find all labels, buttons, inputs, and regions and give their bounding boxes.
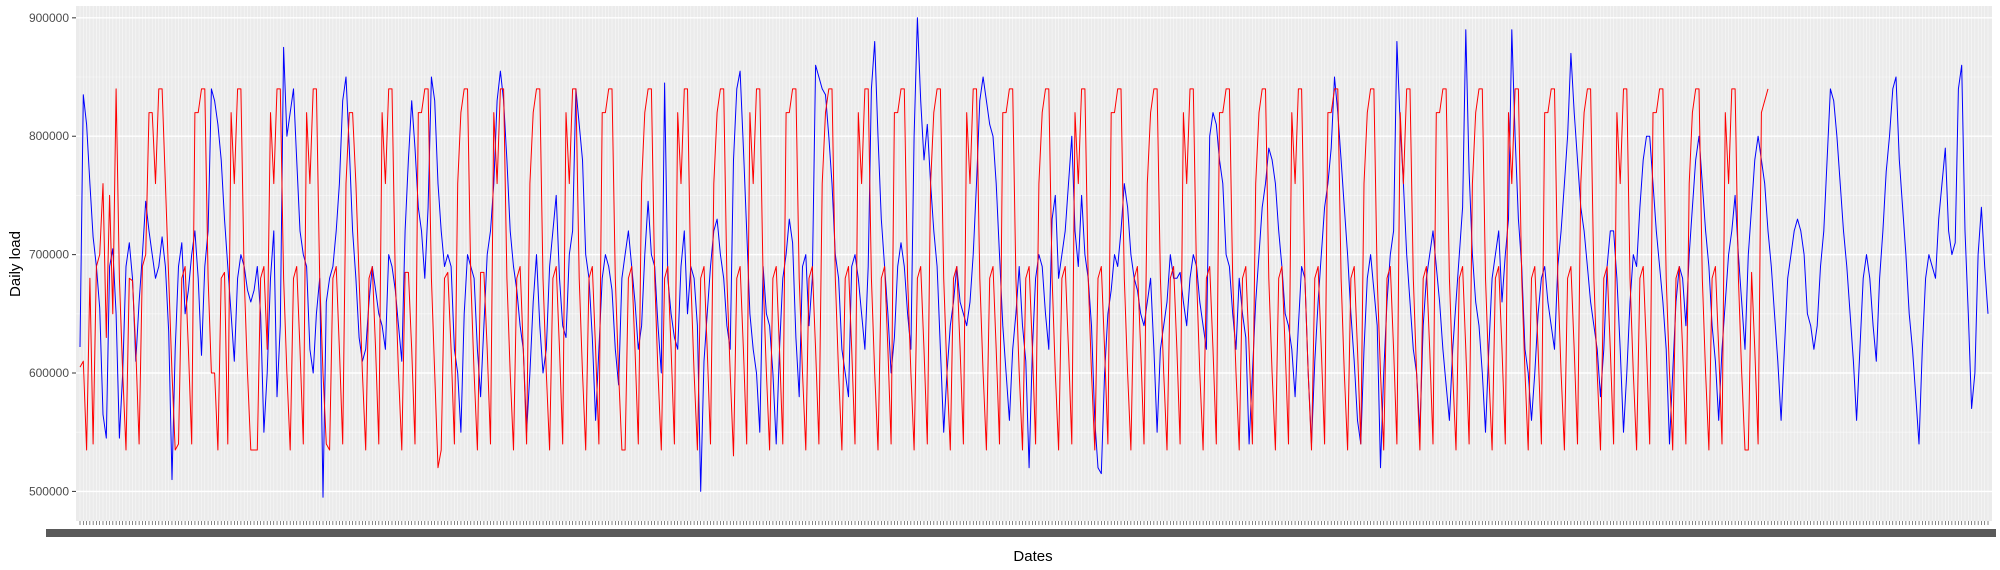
series-layer xyxy=(79,17,1989,498)
y-tick-label: 900000 xyxy=(29,11,69,25)
series-line-1 xyxy=(79,88,1769,469)
y-tick-label: 500000 xyxy=(29,484,69,498)
series-line-0 xyxy=(79,17,1989,498)
y-tick-label: 800000 xyxy=(29,129,69,143)
y-tick-label: 600000 xyxy=(29,366,69,380)
x-tick-labels-overlapping xyxy=(46,529,1996,537)
plot-panel xyxy=(76,6,1992,521)
x-axis xyxy=(46,521,1996,537)
y-axis-title: Daily load xyxy=(7,231,24,297)
x-axis-title: Dates xyxy=(1013,548,1052,565)
y-axis: 500000 600000 700000 800000 900000 xyxy=(29,11,76,498)
y-tick-label: 700000 xyxy=(29,248,69,262)
